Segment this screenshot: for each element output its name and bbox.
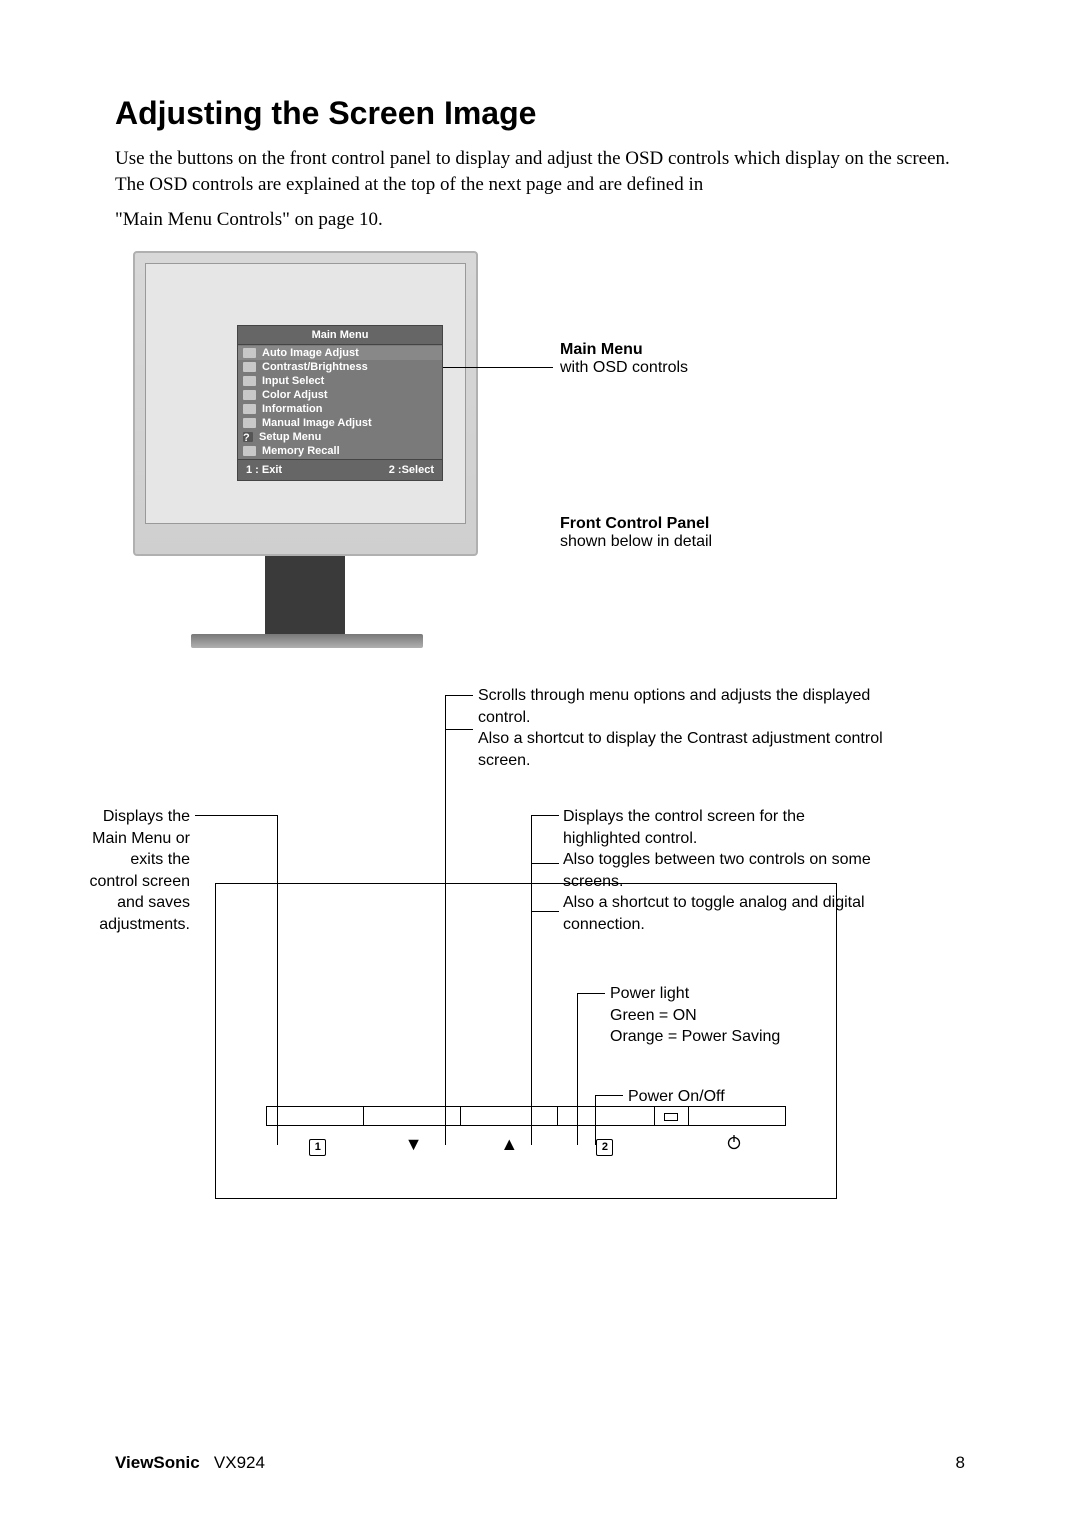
panel-button-up[interactable]: [461, 1106, 558, 1126]
panel-button-power[interactable]: [689, 1106, 786, 1126]
callout-text: Also a shortcut to display the Contrast …: [478, 728, 908, 771]
btn-label-1: 1: [270, 1134, 366, 1156]
osd-title: Main Menu: [238, 326, 442, 345]
intro-paragraph-2: "Main Menu Controls" on page 10.: [115, 207, 965, 233]
callout-title: Main Menu: [560, 341, 688, 359]
osd-item-label: Setup Menu: [259, 431, 321, 443]
osd-icon: [243, 390, 256, 400]
callout-arrow-desc: Scrolls through menu options and adjusts…: [478, 685, 908, 771]
osd-menu: Main Menu Auto Image Adjust Contrast/Bri…: [237, 325, 443, 481]
btn-label-led-spacer: [653, 1134, 687, 1156]
osd-item-label: Auto Image Adjust: [262, 347, 359, 359]
callout-text: Scrolls through menu options and adjusts…: [478, 685, 908, 728]
osd-item-label: Information: [262, 403, 323, 415]
callout-text: shown below in detail: [560, 533, 712, 551]
callout-text: Displays the Main Menu or exits the cont…: [90, 808, 191, 933]
osd-item-label: Input Select: [262, 375, 324, 387]
osd-icon: [243, 362, 256, 372]
callout-front-panel: Front Control Panel shown below in detai…: [560, 515, 712, 551]
page-heading: Adjusting the Screen Image: [115, 95, 965, 132]
osd-item-label: Contrast/Brightness: [262, 361, 368, 373]
osd-item: Auto Image Adjust: [238, 346, 442, 360]
osd-item-label: Manual Image Adjust: [262, 417, 372, 429]
panel-button-1[interactable]: [266, 1106, 364, 1126]
osd-icon: [243, 376, 256, 386]
page-footer: ViewSonic VX924 8: [115, 1453, 965, 1473]
footer-model: VX924: [214, 1453, 265, 1472]
callout-line: [443, 367, 553, 368]
osd-item: Color Adjust: [238, 388, 442, 402]
osd-icon: [243, 348, 256, 358]
callout-main-menu: Main Menu with OSD controls: [560, 341, 688, 377]
footer-brand: ViewSonic: [115, 1453, 200, 1472]
btn-label-2: 2: [557, 1134, 653, 1156]
callout-line: [445, 729, 473, 730]
osd-icon: ?: [243, 432, 253, 442]
monitor-stand: [265, 556, 345, 640]
osd-item: Information: [238, 402, 442, 416]
callout-text: with OSD controls: [560, 359, 688, 377]
intro-paragraph-1: Use the buttons on the front control pan…: [115, 146, 965, 197]
power-icon: [726, 1134, 742, 1150]
callout-line: [445, 695, 473, 696]
osd-item: Manual Image Adjust: [238, 416, 442, 430]
panel-button-down[interactable]: [364, 1106, 461, 1126]
callout-line: [531, 863, 559, 864]
callout-line: [531, 815, 559, 816]
osd-footer: 1 : Exit 2 :Select: [238, 459, 442, 480]
footer-left: ViewSonic VX924: [115, 1453, 265, 1473]
control-panel-box: 1 ▼ ▲ 2: [215, 883, 837, 1199]
monitor-base: [191, 634, 423, 648]
osd-item-label: Memory Recall: [262, 445, 340, 457]
callout-line: [195, 815, 277, 816]
osd-item: Contrast/Brightness: [238, 360, 442, 374]
callout-text: Displays the control screen for the high…: [563, 806, 873, 849]
callout-btn1-desc: Displays the Main Menu or exits the cont…: [85, 806, 190, 936]
osd-footer-left: 1 : Exit: [246, 464, 282, 476]
osd-icon: [243, 446, 256, 456]
btn-label-up: ▲: [461, 1134, 557, 1156]
osd-icon: [243, 404, 256, 414]
osd-list: Auto Image Adjust Contrast/Brightness In…: [238, 345, 442, 459]
diagram-area: Main Menu Auto Image Adjust Contrast/Bri…: [115, 251, 965, 1251]
footer-page: 8: [956, 1453, 965, 1473]
button-strip: 1 ▼ ▲ 2: [266, 1106, 786, 1156]
osd-item: Input Select: [238, 374, 442, 388]
osd-item: ? Setup Menu: [238, 430, 442, 444]
panel-button-2[interactable]: [558, 1106, 655, 1126]
panel-led: [655, 1106, 690, 1126]
osd-item-label: Color Adjust: [262, 389, 328, 401]
osd-footer-right: 2 :Select: [389, 464, 434, 476]
callout-title: Front Control Panel: [560, 515, 712, 533]
btn-label-down: ▼: [366, 1134, 462, 1156]
btn-label-power: [686, 1134, 782, 1156]
led-indicator: [664, 1113, 678, 1121]
osd-icon: [243, 418, 256, 428]
osd-item: Memory Recall: [238, 444, 442, 458]
